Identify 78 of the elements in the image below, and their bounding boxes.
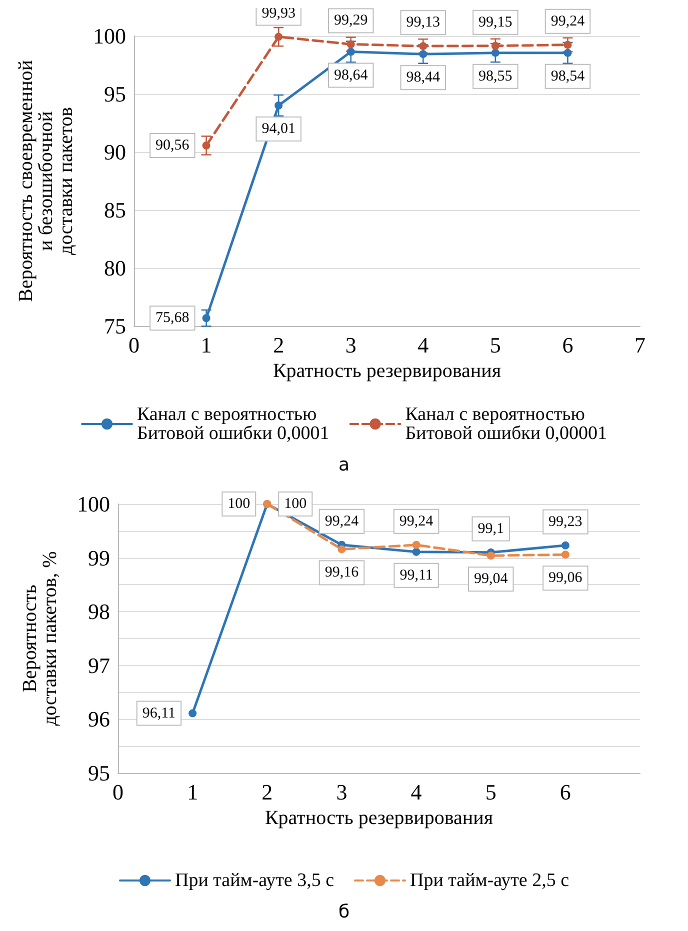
y-tick-label: 98 (88, 599, 110, 624)
data-label: 99,24 (550, 13, 586, 30)
x-tick-label: 5 (485, 780, 496, 804)
y-tick-label: 80 (104, 256, 126, 280)
data-label: 94,01 (262, 120, 296, 137)
point (412, 540, 420, 549)
y-axis-title: Вероятность своевременной и безошибочной доставки пакетов (15, 60, 77, 302)
x-tick-label: 2 (273, 332, 284, 358)
point (338, 545, 346, 554)
point (274, 32, 283, 41)
point (419, 50, 428, 58)
point (412, 548, 420, 556)
data-label: 99,13 (406, 14, 440, 31)
y-tick-label: 100 (77, 492, 110, 516)
point (346, 48, 355, 56)
x-tick-label: 4 (418, 332, 429, 358)
x-tick-label: 1 (187, 780, 198, 804)
data-label: 98,44 (406, 70, 441, 86)
point (486, 552, 495, 560)
text: а (338, 454, 350, 476)
legend-label: При тайм-ауте 2,5 с (410, 870, 570, 891)
data-label: 99,29 (334, 12, 368, 29)
y-tick-label: 97 (88, 652, 110, 678)
data-label: 75,68 (156, 310, 190, 326)
x-tick-label: 6 (562, 332, 574, 358)
y-axis-title: Вероятность доставки пакетов, % (19, 551, 61, 726)
data-label: 100 (284, 496, 307, 512)
x-tick-label: 2 (262, 780, 273, 804)
point (202, 314, 210, 322)
data-label: 99,23 (548, 514, 582, 530)
point (202, 142, 210, 150)
x-tick-label: 0 (128, 332, 140, 358)
x-tick-label: 1 (200, 332, 212, 358)
point (419, 42, 428, 50)
data-label: 99,24 (324, 513, 360, 530)
point (491, 48, 500, 57)
point (561, 541, 570, 550)
y-tick-label: 96 (88, 706, 110, 732)
y-tick-label: 90 (104, 140, 126, 164)
data-label: 98,54 (550, 68, 586, 84)
x-axis-title: Кратность резервирования (264, 806, 494, 829)
x-tick-label: 7 (634, 332, 646, 358)
data-label: 90,56 (156, 138, 190, 154)
x-tick-label: 5 (490, 332, 501, 358)
data-label: 99,16 (324, 564, 360, 581)
point (346, 40, 355, 48)
point (188, 709, 197, 718)
point (561, 550, 570, 559)
text: б (338, 902, 350, 922)
data-label: 99,04 (474, 571, 508, 588)
point (274, 101, 283, 110)
y-tick-label: 95 (104, 82, 126, 106)
y-tick-label: 85 (104, 198, 126, 222)
data-label: 99,1 (478, 520, 504, 537)
x-tick-label: 4 (410, 780, 422, 804)
data-label: 98,64 (334, 67, 368, 84)
x-tick-label: 6 (560, 780, 571, 804)
data-label: 99,15 (478, 14, 512, 30)
data-label: 98,55 (478, 68, 512, 84)
data-label: 99,24 (399, 513, 434, 530)
legend-label: При тайм-ауте 3,5 с (174, 870, 334, 891)
legend-label: Канал с вероятностью Битовой ошибки 0,0001 (136, 404, 330, 444)
y-tick-label: 100 (93, 24, 126, 48)
x-tick-label: 3 (345, 332, 356, 358)
x-tick-label: 0 (112, 780, 124, 804)
point (564, 48, 572, 57)
x-axis-title: Кратность резервирования (272, 360, 502, 382)
point (491, 42, 500, 50)
x-tick-label: 3 (336, 780, 348, 804)
y-tick-label: 99 (88, 545, 110, 570)
data-label: 99,06 (548, 570, 583, 586)
y-tick-label: 75 (104, 314, 126, 338)
point (564, 40, 572, 49)
y-tick-label: 95 (88, 760, 110, 786)
data-label: 99,11 (400, 567, 433, 584)
data-label: 100 (228, 496, 250, 512)
data-label: 96,11 (142, 705, 176, 722)
legend-label: Канал с вероятностью Битовой ошибки 0,00001 (405, 404, 608, 444)
